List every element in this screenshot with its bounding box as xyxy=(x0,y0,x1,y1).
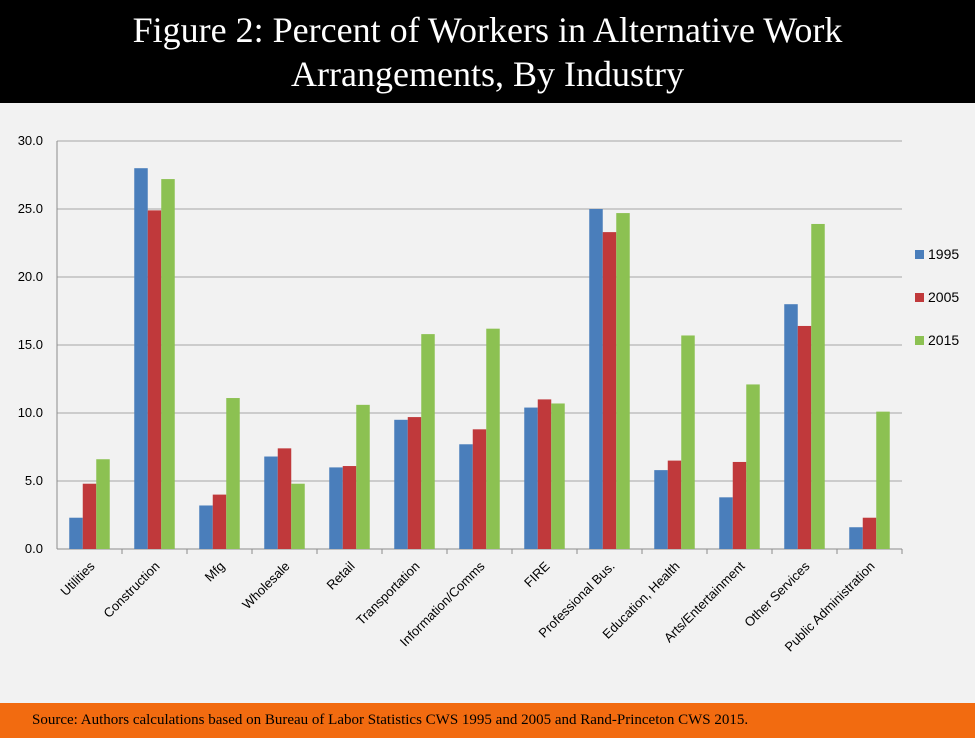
category-label: Wholesale xyxy=(239,559,293,613)
bar-2005 xyxy=(342,466,357,549)
legend-label-1995: 1995 xyxy=(928,246,959,262)
y-tick-label: 15.0 xyxy=(18,337,43,352)
bar-1995 xyxy=(459,444,473,549)
bar-1995 xyxy=(69,517,83,549)
category-label: Retail xyxy=(324,558,358,592)
bar-2015 xyxy=(681,335,695,549)
category-label: Mfg xyxy=(202,559,228,585)
bar-2015 xyxy=(551,403,565,549)
bar-2015 xyxy=(161,179,175,549)
bar-1995 xyxy=(654,470,668,549)
bar-2015 xyxy=(356,404,370,549)
y-tick-label: 10.0 xyxy=(18,405,43,420)
bar-2015 xyxy=(746,384,760,549)
bar-2015 xyxy=(96,459,110,549)
title-banner: Figure 2: Percent of Workers in Alternat… xyxy=(0,0,975,103)
bar-2005 xyxy=(602,232,617,549)
legend-label-2015: 2015 xyxy=(928,332,959,348)
legend-swatch-1995 xyxy=(915,250,924,259)
bar-2005 xyxy=(407,417,422,549)
bar-2005 xyxy=(797,325,812,549)
bar-2005 xyxy=(472,429,487,549)
bar-2005 xyxy=(82,483,97,549)
bar-1995 xyxy=(199,505,213,549)
bar-2005 xyxy=(147,210,162,550)
category-label: Transportation xyxy=(353,559,423,629)
bar-2005 xyxy=(212,494,227,549)
chart-title: Figure 2: Percent of Workers in Alternat… xyxy=(132,9,843,94)
bar-2005 xyxy=(537,399,552,549)
legend-label-2005: 2005 xyxy=(928,289,959,305)
chart-area: 0.0 5.0 10.0 15.0 20.0 25.0 30.0 Utilities Const… xyxy=(0,103,975,703)
bar-2015 xyxy=(226,398,240,549)
bar-2015 xyxy=(291,483,305,549)
bar-2005 xyxy=(732,461,747,549)
bar-1995 xyxy=(394,419,408,549)
source-banner: Source: Authors calculations based on Bu… xyxy=(0,703,975,738)
bar-2005 xyxy=(277,448,292,549)
bar-1995 xyxy=(329,467,343,549)
category-label: Construction xyxy=(100,559,162,621)
category-label: FIRE xyxy=(521,558,553,590)
bar-1995 xyxy=(849,527,863,549)
bar-1995 xyxy=(524,407,538,549)
source-note: Source: Authors calculations based on Bu… xyxy=(32,712,749,728)
bar-2015 xyxy=(421,334,435,549)
category-label: Other Services xyxy=(741,558,813,630)
bar-chart: 0.0 5.0 10.0 15.0 20.0 25.0 30.0 Utilities Const… xyxy=(18,133,960,654)
bar-1995 xyxy=(134,168,148,549)
y-tick-label: 5.0 xyxy=(25,473,43,488)
bar-1995 xyxy=(589,209,603,549)
y-tick-label: 25.0 xyxy=(18,201,43,216)
y-tick-label: 0.0 xyxy=(25,541,43,556)
y-tick-label: 30.0 xyxy=(18,133,43,148)
legend-swatch-2005 xyxy=(915,293,924,302)
category-label: Utilities xyxy=(57,558,98,599)
bar-2015 xyxy=(486,328,500,549)
bar-2005 xyxy=(667,460,682,549)
bar-2015 xyxy=(876,411,890,549)
y-tick-label: 20.0 xyxy=(18,269,43,284)
bar-1995 xyxy=(264,456,278,549)
bar-2015 xyxy=(616,213,630,549)
bar-1995 xyxy=(784,304,798,549)
legend-swatch-2015 xyxy=(915,336,924,345)
bar-1995 xyxy=(719,497,733,549)
bar-2005 xyxy=(862,517,877,549)
bar-2015 xyxy=(811,223,825,549)
